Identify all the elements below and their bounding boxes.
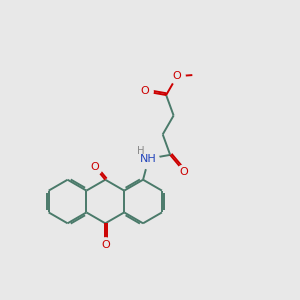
Text: O: O — [180, 167, 189, 177]
Text: O: O — [90, 162, 99, 172]
Text: NH: NH — [140, 154, 157, 164]
Text: O: O — [140, 86, 149, 96]
Text: O: O — [101, 240, 110, 250]
Text: H: H — [137, 146, 145, 156]
Text: O: O — [173, 71, 182, 81]
